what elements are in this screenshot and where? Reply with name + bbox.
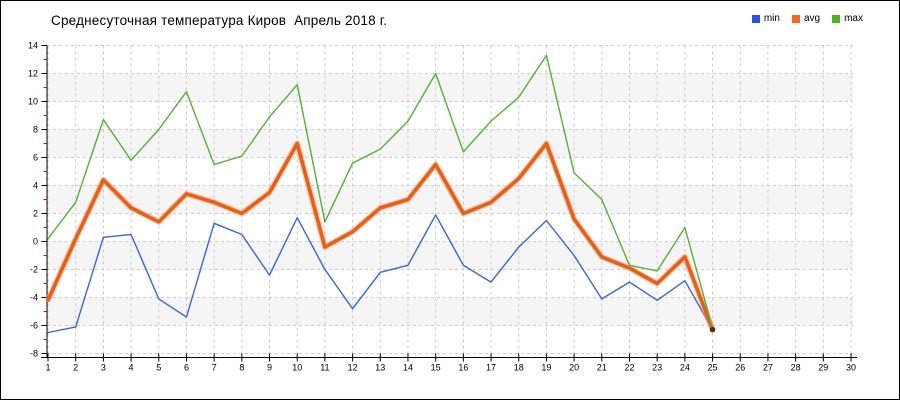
- x-tick-label: 18: [514, 363, 524, 373]
- x-tick-label: 29: [818, 363, 828, 373]
- legend-label-max: max: [844, 13, 863, 24]
- x-tick-label: 4: [129, 363, 134, 373]
- x-tick-label: 7: [212, 363, 217, 373]
- y-tick-label: -6: [30, 321, 38, 331]
- legend-label-min: min: [763, 13, 780, 24]
- legend-swatch-avg: [791, 14, 800, 23]
- legend-item-max: max: [832, 13, 863, 24]
- background-band: [47, 129, 853, 158]
- background-band: [47, 241, 853, 270]
- x-tick-label: 13: [375, 363, 385, 373]
- x-tick-label: 30: [846, 363, 856, 373]
- legend-swatch-max: [832, 14, 841, 23]
- y-tick-label: 6: [33, 153, 38, 163]
- x-tick-label: 27: [763, 363, 773, 373]
- x-tick-label: 26: [735, 363, 745, 373]
- x-tick-label: 14: [403, 363, 413, 373]
- x-tick-label: 1: [45, 363, 50, 373]
- x-tick-label: 2: [73, 363, 78, 373]
- x-tick-label: 28: [791, 363, 801, 373]
- y-tick-label: -2: [30, 265, 38, 275]
- x-tick-label: 22: [624, 363, 634, 373]
- y-tick-label: 14: [28, 41, 38, 51]
- chart-legend: min avg max: [751, 13, 863, 24]
- y-tick-label: 2: [33, 209, 38, 219]
- y-tick-label: -4: [30, 293, 38, 303]
- x-tick-label: 23: [652, 363, 662, 373]
- x-tick-label: 25: [708, 363, 718, 373]
- legend-item-min: min: [751, 13, 780, 24]
- x-tick-label: 11: [320, 363, 329, 373]
- endpoint-marker: [709, 326, 716, 333]
- x-tick-label: 21: [597, 363, 607, 373]
- series-max-line: [47, 54, 714, 329]
- x-tick-label: 9: [267, 363, 272, 373]
- y-tick-label: 8: [33, 125, 38, 135]
- y-tick-label: -8: [30, 349, 38, 359]
- y-tick-label: 12: [28, 69, 38, 79]
- x-tick-label: 16: [458, 363, 468, 373]
- x-tick-label: 17: [486, 363, 496, 373]
- x-tick-label: 15: [431, 363, 441, 373]
- x-tick-label: 20: [569, 363, 579, 373]
- x-tick-label: 5: [156, 363, 161, 373]
- chart-title: Среднесуточная температура Киров Апрель …: [51, 13, 388, 28]
- x-tick-label: 6: [184, 363, 189, 373]
- x-tick-label: 12: [348, 363, 358, 373]
- y-tick-label: 4: [33, 181, 38, 191]
- y-tick-label: 0: [33, 237, 38, 247]
- series-avg-line: [46, 141, 715, 332]
- legend-item-avg: avg: [791, 13, 821, 24]
- background-band: [47, 73, 853, 102]
- x-tick-label: 10: [292, 363, 302, 373]
- background-band: [47, 297, 853, 326]
- legend-swatch-min: [751, 14, 760, 23]
- x-tick-label: 8: [239, 363, 244, 373]
- x-tick-label: 3: [101, 363, 106, 373]
- x-tick-label: 19: [541, 363, 551, 373]
- legend-label-avg: avg: [803, 13, 821, 24]
- x-tick-label: 24: [680, 363, 690, 373]
- y-tick-label: 10: [28, 97, 38, 107]
- series-min-line: [47, 214, 714, 334]
